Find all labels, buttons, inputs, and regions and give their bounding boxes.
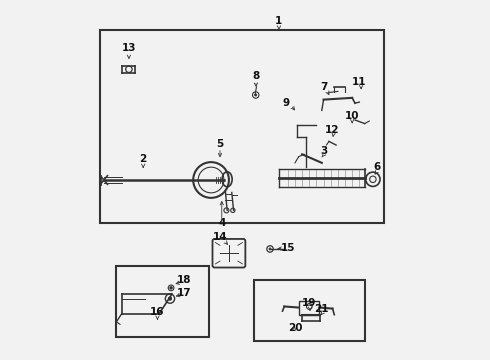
Text: 15: 15 (281, 243, 295, 253)
Circle shape (170, 287, 172, 289)
Text: 13: 13 (122, 43, 136, 53)
Text: 11: 11 (352, 77, 367, 87)
Text: 3: 3 (320, 147, 327, 157)
Text: 21: 21 (315, 303, 329, 314)
Text: 18: 18 (177, 275, 192, 285)
Bar (298, 301, 319, 315)
Text: 17: 17 (177, 288, 192, 297)
Text: 6: 6 (373, 162, 381, 172)
Text: 2: 2 (140, 154, 147, 163)
Text: 20: 20 (288, 323, 302, 333)
Bar (117, 266, 209, 337)
Bar (254, 280, 365, 341)
Text: 12: 12 (325, 125, 340, 135)
Text: 16: 16 (150, 307, 165, 317)
Text: 5: 5 (217, 139, 223, 149)
Text: 7: 7 (320, 82, 327, 92)
Text: 10: 10 (345, 111, 360, 121)
Text: 9: 9 (283, 98, 290, 108)
Text: 8: 8 (252, 71, 259, 81)
Circle shape (255, 94, 257, 96)
Text: 1: 1 (275, 16, 283, 26)
Text: 19: 19 (302, 298, 317, 308)
Circle shape (169, 297, 171, 300)
Text: 4: 4 (218, 218, 225, 228)
Circle shape (269, 248, 271, 250)
Text: 14: 14 (213, 232, 227, 242)
Bar (100, 30, 384, 223)
